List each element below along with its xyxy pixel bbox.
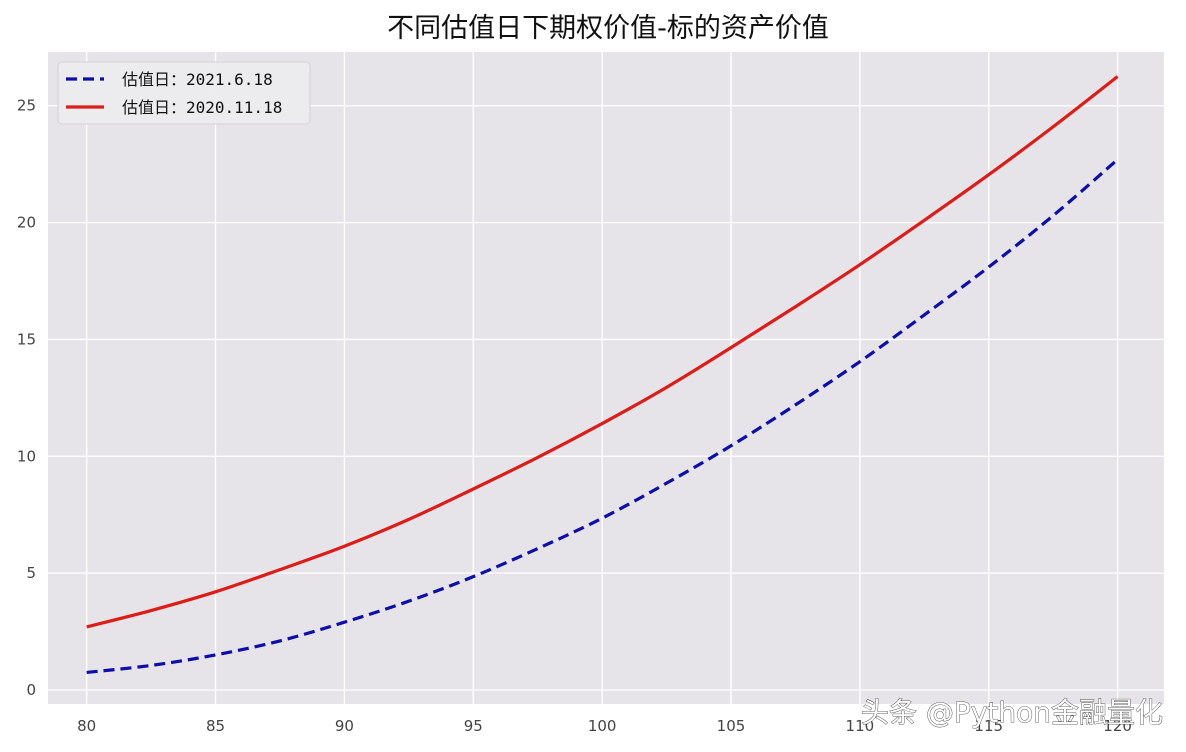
y-tick-label: 15 — [17, 330, 36, 348]
x-tick-label: 105 — [717, 717, 746, 735]
x-tick-label: 115 — [974, 717, 1003, 735]
series-group — [85, 75, 1119, 629]
data-point — [1052, 126, 1054, 128]
data-point — [988, 266, 990, 268]
data-point — [601, 517, 603, 519]
x-tick-label: 120 — [1103, 717, 1132, 735]
data-point — [214, 591, 216, 593]
data-point — [859, 263, 861, 265]
data-point — [601, 422, 603, 424]
y-tick-label: 10 — [17, 447, 36, 465]
data-point — [665, 386, 667, 388]
data-point — [536, 456, 538, 458]
data-point — [343, 545, 345, 547]
data-point — [730, 346, 732, 348]
y-tick-label: 25 — [17, 97, 36, 115]
y-tick-label: 20 — [17, 214, 36, 232]
x-tick-label: 90 — [335, 717, 354, 735]
x-tick-label: 100 — [588, 717, 617, 735]
data-point — [536, 547, 538, 549]
y-tick-label: 5 — [26, 564, 36, 582]
x-tick-label: 110 — [846, 717, 875, 735]
data-point — [150, 609, 152, 611]
tick-labels: 80 85 90 95 100 105 110 115 120 0 5 10 15 20 25 — [17, 97, 1132, 735]
x-tick-label: 80 — [77, 717, 96, 735]
data-point — [794, 404, 796, 406]
chart-title: 不同估值日下期权价值-标的资产价值 — [387, 13, 829, 44]
data-point — [988, 173, 990, 175]
data-point — [859, 360, 861, 362]
grid-lines — [48, 52, 1164, 704]
data-point — [923, 314, 925, 316]
data-point — [85, 626, 87, 628]
data-point — [343, 621, 345, 623]
legend: 估值日：2021.6.18 估值日：2020.11.18 — [57, 61, 311, 125]
data-point — [1116, 158, 1118, 160]
data-point — [408, 600, 410, 602]
series-line-2 — [86, 75, 1119, 629]
data-point — [730, 445, 732, 447]
data-point — [665, 482, 667, 484]
legend-box — [57, 61, 311, 125]
data-point — [1052, 214, 1054, 216]
legend-label: 估值日：2020.11.18 — [122, 98, 282, 117]
data-point — [923, 219, 925, 221]
data-point — [472, 488, 474, 490]
series-lines — [85, 75, 1119, 675]
data-point — [472, 575, 474, 577]
data-point — [794, 306, 796, 308]
series-group — [85, 158, 1119, 675]
series-line-1 — [86, 158, 1119, 675]
data-point — [279, 640, 281, 642]
data-point — [1116, 75, 1118, 77]
data-point — [408, 518, 410, 520]
plot-area — [48, 52, 1164, 704]
data-point — [150, 664, 152, 666]
legend-label: 估值日：2021.6.18 — [122, 70, 273, 89]
data-point — [279, 568, 281, 570]
x-tick-label: 85 — [206, 717, 225, 735]
data-point — [214, 654, 216, 656]
watermark-text: 头条 @Python金融量化 — [861, 696, 1163, 729]
data-point — [85, 671, 87, 673]
y-tick-label: 0 — [26, 681, 36, 699]
x-tick-label: 95 — [464, 717, 483, 735]
